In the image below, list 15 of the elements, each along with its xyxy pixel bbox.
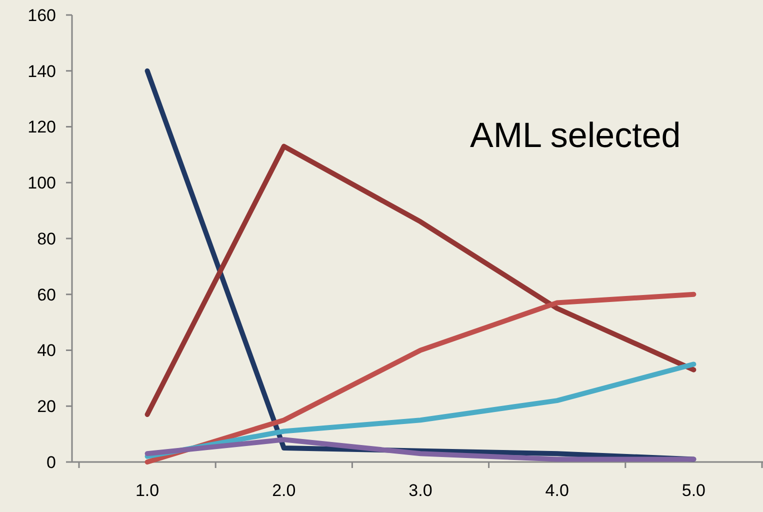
y-tick-label: 40 <box>37 341 56 360</box>
y-tick-label: 160 <box>28 6 56 25</box>
x-tick-label: 1.0 <box>135 481 160 500</box>
y-tick-label: 140 <box>28 62 56 81</box>
x-tick-label: 4.0 <box>545 481 569 500</box>
y-tick-label: 0 <box>46 452 56 472</box>
y-tick-label: 100 <box>28 174 56 193</box>
x-tick-label: 5.0 <box>682 481 706 500</box>
x-tick-label: 3.0 <box>408 481 432 500</box>
y-tick-label: 20 <box>37 397 56 416</box>
y-tick-label: 80 <box>37 229 56 248</box>
x-tick-label: 2.0 <box>272 481 296 500</box>
y-tick-label: 60 <box>37 285 56 304</box>
y-tick-label: 120 <box>28 118 56 137</box>
annotation: AML selected <box>470 116 681 155</box>
